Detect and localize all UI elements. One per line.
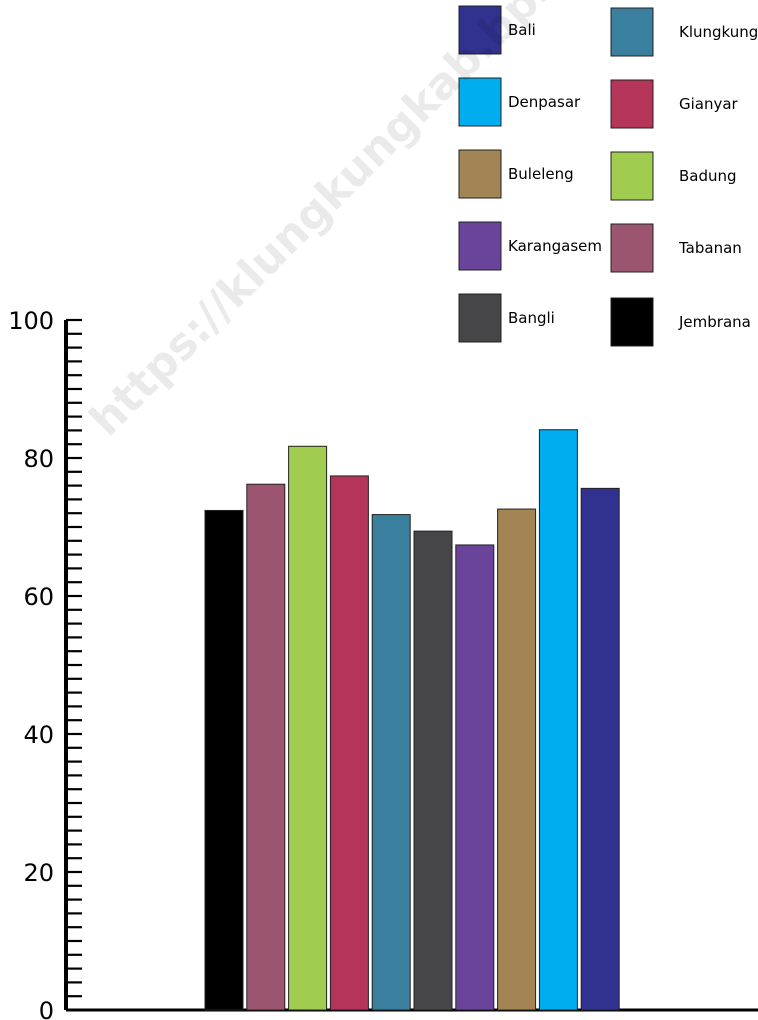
bar-denpasar xyxy=(538,429,578,1011)
legend-label-bangli: Bangli xyxy=(508,309,555,327)
bar-buleleng xyxy=(497,508,537,1011)
legend-swatch-bali xyxy=(458,5,502,55)
legend-swatch-gianyar xyxy=(610,79,654,129)
legend-swatch-buleleng xyxy=(458,149,502,199)
y-tick-label: 60 xyxy=(23,583,54,611)
legend-label-karangasem: Karangasem xyxy=(508,237,602,255)
legend-swatch-jembrana xyxy=(610,297,654,347)
legend-label-denpasar: Denpasar xyxy=(508,93,581,111)
legend-swatch-karangasem xyxy=(458,221,502,271)
legend-swatch-bangli xyxy=(458,293,502,343)
bar-badung xyxy=(288,445,328,1011)
legend-label-badung: Badung xyxy=(679,167,737,185)
bar-klungkung xyxy=(371,514,411,1011)
legend-label-buleleng: Buleleng xyxy=(508,165,574,183)
bar-tabanan xyxy=(246,483,286,1011)
legend-label-jembrana: Jembrana xyxy=(678,313,751,331)
legend-swatch-denpasar xyxy=(458,77,502,127)
y-tick-label: 100 xyxy=(8,307,54,335)
legend-label-bali: Bali xyxy=(508,21,536,39)
legend-swatch-klungkung xyxy=(610,7,654,57)
legend-label-gianyar: Gianyar xyxy=(679,95,739,113)
legend-swatch-tabanan xyxy=(610,223,654,273)
y-tick-label: 80 xyxy=(23,445,54,473)
legend: Bali Klungkung Denpasar Gianyar Buleleng Badu… xyxy=(458,5,758,347)
bar-jembrana xyxy=(204,509,244,1011)
legend-label-tabanan: Tabanan xyxy=(678,239,742,257)
y-tick-label: 20 xyxy=(23,859,54,887)
legend-swatch-badung xyxy=(610,151,654,201)
y-tick-label: 0 xyxy=(39,997,54,1020)
bars-group xyxy=(204,429,620,1011)
y-axis: 0 20 40 60 80 100 xyxy=(8,307,758,1020)
bar-gianyar xyxy=(329,475,369,1011)
bar-karangasem xyxy=(455,544,495,1011)
legend-label-klungkung: Klungkung xyxy=(679,23,758,41)
y-tick-label: 40 xyxy=(23,721,54,749)
bar-bangli xyxy=(413,530,453,1011)
bar-bali xyxy=(580,487,620,1011)
